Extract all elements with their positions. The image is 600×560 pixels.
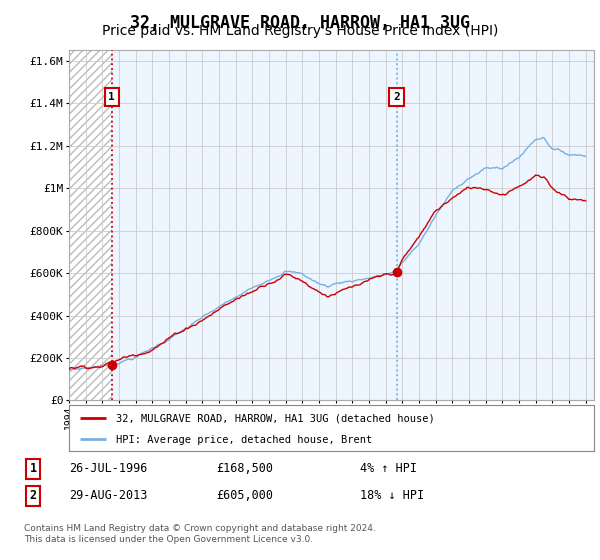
Text: Price paid vs. HM Land Registry's House Price Index (HPI): Price paid vs. HM Land Registry's House … xyxy=(102,24,498,38)
Text: 26-JUL-1996: 26-JUL-1996 xyxy=(69,462,148,475)
Text: 1: 1 xyxy=(29,462,37,475)
Text: 32, MULGRAVE ROAD, HARROW, HA1 3UG: 32, MULGRAVE ROAD, HARROW, HA1 3UG xyxy=(130,14,470,32)
Text: 1: 1 xyxy=(109,92,115,102)
Text: £168,500: £168,500 xyxy=(216,462,273,475)
Text: 2: 2 xyxy=(29,489,37,502)
Text: 2: 2 xyxy=(393,92,400,102)
Bar xyxy=(69,50,112,400)
Text: 29-AUG-2013: 29-AUG-2013 xyxy=(69,489,148,502)
Text: Contains HM Land Registry data © Crown copyright and database right 2024.: Contains HM Land Registry data © Crown c… xyxy=(24,524,376,533)
Text: 32, MULGRAVE ROAD, HARROW, HA1 3UG (detached house): 32, MULGRAVE ROAD, HARROW, HA1 3UG (deta… xyxy=(116,414,435,424)
Bar xyxy=(397,50,594,400)
Text: HPI: Average price, detached house, Brent: HPI: Average price, detached house, Bren… xyxy=(116,435,373,445)
Text: This data is licensed under the Open Government Licence v3.0.: This data is licensed under the Open Gov… xyxy=(24,535,313,544)
Text: £605,000: £605,000 xyxy=(216,489,273,502)
Bar xyxy=(69,50,112,400)
Text: 18% ↓ HPI: 18% ↓ HPI xyxy=(360,489,424,502)
Bar xyxy=(112,50,397,400)
Text: 4% ↑ HPI: 4% ↑ HPI xyxy=(360,462,417,475)
